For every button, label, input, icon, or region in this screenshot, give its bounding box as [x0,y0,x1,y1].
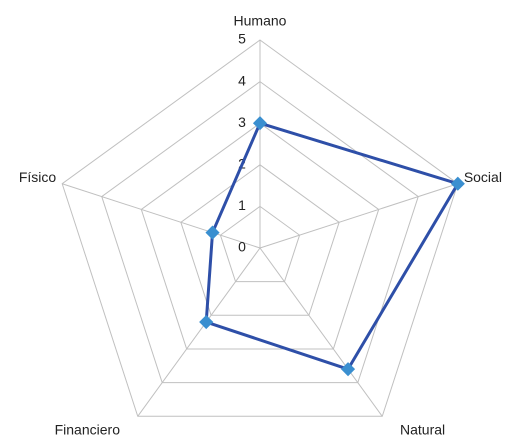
point-marker [450,176,465,191]
category-label: Humano [234,13,287,29]
grid-ring [219,205,301,283]
r-tick-label: 0 [238,239,246,255]
spoke [259,247,383,417]
r-tick-label: 5 [238,31,246,47]
r-tick-label: 1 [238,197,246,213]
category-label: Social [464,169,502,185]
spoke [259,183,458,249]
grid-ring [140,122,380,350]
point-marker [205,225,220,240]
grid-ring [101,80,419,384]
spoke [137,247,261,417]
series-line [204,121,460,371]
point-marker [252,116,268,131]
category-label: Físico [19,169,57,185]
point-marker [199,314,214,330]
category-label: Financiero [55,422,121,438]
category-label: Natural [400,422,445,438]
spoke [62,183,261,249]
point-marker [340,362,356,377]
grid-ring [180,164,340,316]
r-tick-label: 4 [238,72,246,88]
grid-ring [61,39,459,417]
r-tick-label: 3 [238,114,246,130]
